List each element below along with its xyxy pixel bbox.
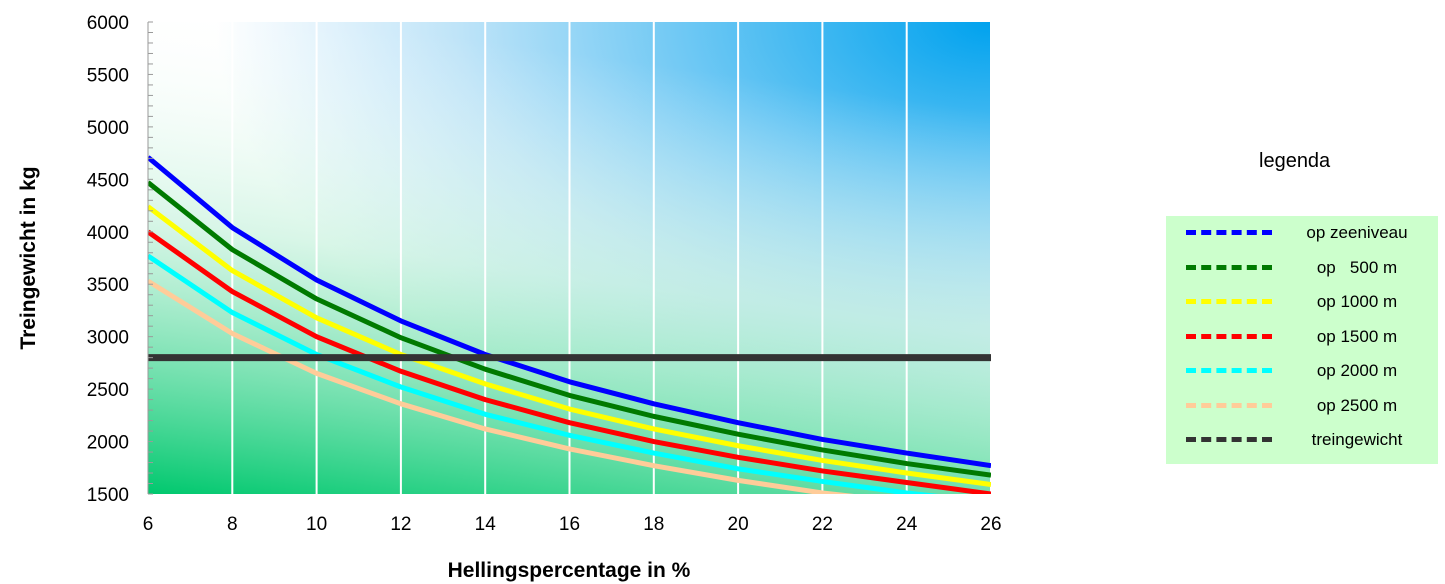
legend-item: op 500 m (1166, 255, 1438, 289)
x-tick-label: 10 (306, 514, 327, 535)
x-tick-label: 18 (643, 514, 664, 535)
x-axis-title: Hellingspercentage in % (448, 559, 691, 582)
legend-item: op 1500 m (1166, 324, 1438, 358)
y-tick-label: 2500 (87, 380, 129, 401)
legend-swatch (1186, 264, 1272, 270)
legend-title: legenda (1259, 150, 1331, 172)
series-line-op-1000-m (148, 204, 991, 488)
y-tick-label: 4000 (87, 223, 129, 244)
y-tick-label: 1500 (87, 485, 129, 506)
legend-item: op 2500 m (1166, 393, 1438, 427)
legend-swatch (1186, 437, 1272, 442)
x-tick-label: 20 (728, 514, 749, 535)
y-tick-label: 5500 (87, 65, 129, 86)
legend-item: op zeeniveau (1166, 220, 1438, 254)
y-tick-label: 3500 (87, 275, 129, 296)
legend-label: op 500 m (1316, 257, 1398, 277)
y-tick-label: 2000 (87, 433, 129, 454)
x-tick-label: 12 (390, 514, 411, 535)
plot-area (148, 22, 992, 494)
legend-label: op 1500 m (1316, 326, 1398, 346)
x-tick-label: 24 (896, 514, 918, 535)
legend: op zeeniveau op 500 m op 1000 m op 1500 m op… (1166, 216, 1438, 464)
series-line-op-500-m (148, 180, 991, 478)
series-lines (148, 155, 991, 494)
legend-item: op 1000 m (1166, 289, 1438, 323)
y-tick-label: 5000 (87, 118, 129, 139)
legend-label: op zeeniveau (1306, 223, 1408, 242)
y-tick-labels: 1500 2000 2500 3000 3500 4000 4500 5000 5500 6000 (87, 13, 129, 506)
x-tick-label: 16 (559, 514, 580, 535)
y-axis: 1500 2000 2500 3000 3500 4000 4500 5000 5500 6000 (87, 13, 153, 506)
legend-swatch (1186, 299, 1272, 304)
legend-swatch (1186, 230, 1272, 235)
x-tick-label: 8 (227, 514, 238, 535)
x-tick-label: 6 (143, 514, 154, 535)
series-line-op-2000-m (148, 253, 939, 494)
series-line-op-zeeniveau (148, 155, 991, 469)
x-tick-labels: 6 8 10 12 14 16 18 20 22 24 26 (143, 514, 1002, 535)
legend-label: treingewicht (1311, 430, 1403, 449)
legend-swatch (1186, 402, 1272, 408)
legend-swatch (1186, 368, 1272, 373)
x-tick-label: 26 (980, 514, 1001, 535)
legend-item: treingewicht (1166, 427, 1438, 461)
legend-label: op 2000 m (1316, 361, 1398, 380)
y-axis-title: Treingewicht in kg (17, 166, 40, 349)
y-tick-label: 3000 (87, 328, 129, 349)
x-axis: 6 8 10 12 14 16 18 20 22 24 26 (143, 514, 1002, 535)
y-axis-minor-ticks (148, 21, 153, 495)
legend-label: op 2500 m (1316, 395, 1398, 415)
y-tick-label: 6000 (87, 13, 129, 34)
x-tick-label: 22 (812, 514, 833, 535)
y-tick-label: 4500 (87, 170, 129, 191)
series-line-op-1500-m (148, 229, 991, 494)
legend-swatch (1186, 333, 1272, 339)
legend-label: op 1000 m (1316, 292, 1398, 311)
legend-item: op 2000 m (1166, 358, 1438, 392)
x-tick-label: 14 (475, 514, 497, 535)
